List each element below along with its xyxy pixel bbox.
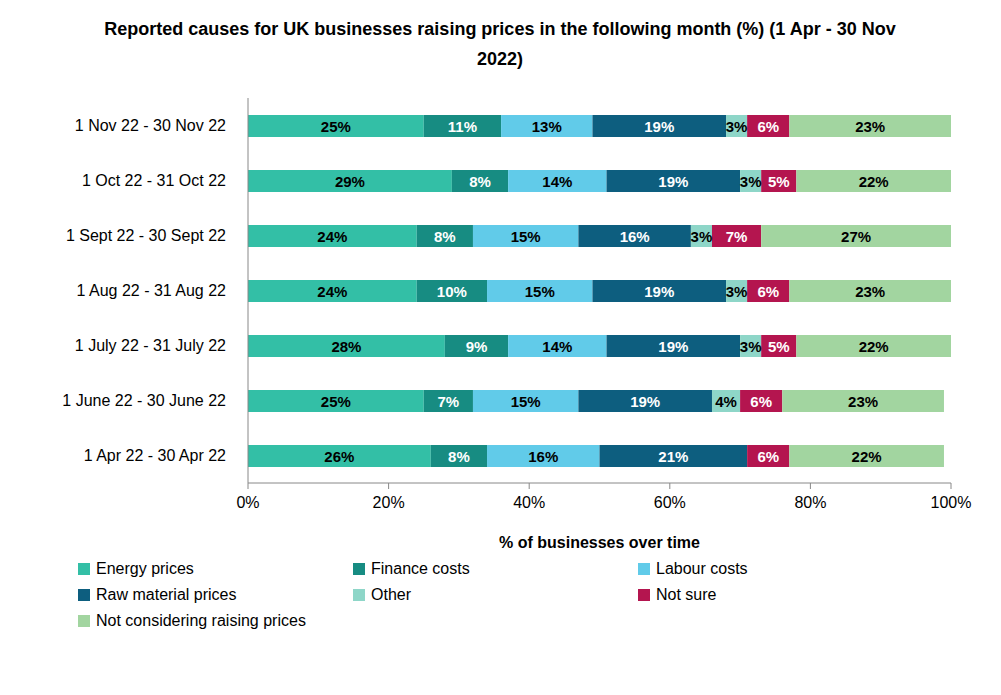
svg-text:22%: 22% [859, 338, 889, 355]
svg-text:3%: 3% [726, 118, 748, 135]
svg-text:1 Nov 22 - 30 Nov 22: 1 Nov 22 - 30 Nov 22 [75, 117, 226, 134]
svg-text:19%: 19% [658, 173, 688, 190]
svg-text:11%: 11% [448, 118, 477, 135]
svg-text:15%: 15% [525, 283, 555, 300]
svg-text:15%: 15% [511, 228, 541, 245]
svg-text:22%: 22% [852, 448, 882, 465]
svg-text:1 Oct 22 - 31 Oct 22: 1 Oct 22 - 31 Oct 22 [82, 172, 226, 189]
svg-text:7%: 7% [726, 228, 748, 245]
svg-text:3%: 3% [740, 173, 762, 190]
svg-text:13%: 13% [532, 118, 562, 135]
svg-text:1 June 22 - 30 June 22: 1 June 22 - 30 June 22 [62, 392, 226, 409]
svg-text:4%: 4% [715, 393, 737, 410]
svg-text:19%: 19% [658, 338, 688, 355]
svg-text:8%: 8% [448, 448, 470, 465]
svg-text:1 Apr 22 - 30 Apr 22: 1 Apr 22 - 30 Apr 22 [84, 447, 226, 464]
svg-text:5%: 5% [768, 173, 790, 190]
svg-text:25%: 25% [321, 118, 351, 135]
svg-text:16%: 16% [528, 448, 558, 465]
svg-text:3%: 3% [726, 283, 748, 300]
svg-text:6%: 6% [757, 448, 779, 465]
html-text:Not sure: Not sure [656, 586, 717, 603]
svg-text:23%: 23% [855, 283, 885, 300]
svg-text:1 Sept 22 - 30 Sept 22: 1 Sept 22 - 30 Sept 22 [66, 227, 226, 244]
svg-text:1 July 22 - 31 July 22: 1 July 22 - 31 July 22 [75, 337, 226, 354]
svg-text:19%: 19% [644, 283, 674, 300]
svg-text:10%: 10% [437, 283, 467, 300]
svg-text:20%: 20% [373, 494, 405, 511]
svg-text:14%: 14% [542, 173, 572, 190]
svg-text:24%: 24% [317, 228, 347, 245]
html-text:Raw material prices: Raw material prices [96, 586, 237, 603]
svg-text:60%: 60% [654, 494, 686, 511]
svg-text:16%: 16% [620, 228, 650, 245]
svg-text:8%: 8% [434, 228, 456, 245]
svg-text:9%: 9% [466, 338, 488, 355]
svg-text:24%: 24% [317, 283, 347, 300]
svg-text:25%: 25% [321, 393, 351, 410]
svg-text:0%: 0% [236, 494, 259, 511]
svg-text:19%: 19% [630, 393, 660, 410]
svg-text:27%: 27% [841, 228, 871, 245]
svg-text:22%: 22% [859, 173, 889, 190]
html-text:Not considering raising prices: Not considering raising prices [96, 612, 306, 629]
svg-text:3%: 3% [740, 338, 762, 355]
svg-text:40%: 40% [513, 494, 545, 511]
svg-text:29%: 29% [335, 173, 365, 190]
html-text:Reported causes for UK busines: Reported causes for UK businesses raisin… [104, 19, 896, 69]
svg-text:1 Aug 22 - 31 Aug 22: 1 Aug 22 - 31 Aug 22 [77, 282, 227, 299]
svg-text:6%: 6% [757, 283, 779, 300]
svg-text:100%: 100% [931, 494, 972, 511]
html-text:Energy prices: Energy prices [96, 560, 194, 577]
svg-text:7%: 7% [438, 393, 460, 410]
svg-text:8%: 8% [469, 173, 491, 190]
svg-text:6%: 6% [757, 118, 779, 135]
svg-text:5%: 5% [768, 338, 790, 355]
svg-text:6%: 6% [750, 393, 772, 410]
svg-text:19%: 19% [644, 118, 674, 135]
svg-text:28%: 28% [331, 338, 361, 355]
svg-text:21%: 21% [658, 448, 688, 465]
svg-text:23%: 23% [848, 393, 878, 410]
svg-text:3%: 3% [691, 228, 713, 245]
svg-text:15%: 15% [511, 393, 541, 410]
svg-text:26%: 26% [324, 448, 354, 465]
svg-text:80%: 80% [794, 494, 826, 511]
svg-text:23%: 23% [855, 118, 885, 135]
html-text:Labour costs: Labour costs [656, 560, 748, 577]
html-text:Finance costs: Finance costs [371, 560, 470, 577]
html-text:Other: Other [371, 586, 411, 603]
svg-text:% of businesses over time: % of businesses over time [499, 534, 700, 548]
svg-text:14%: 14% [542, 338, 572, 355]
